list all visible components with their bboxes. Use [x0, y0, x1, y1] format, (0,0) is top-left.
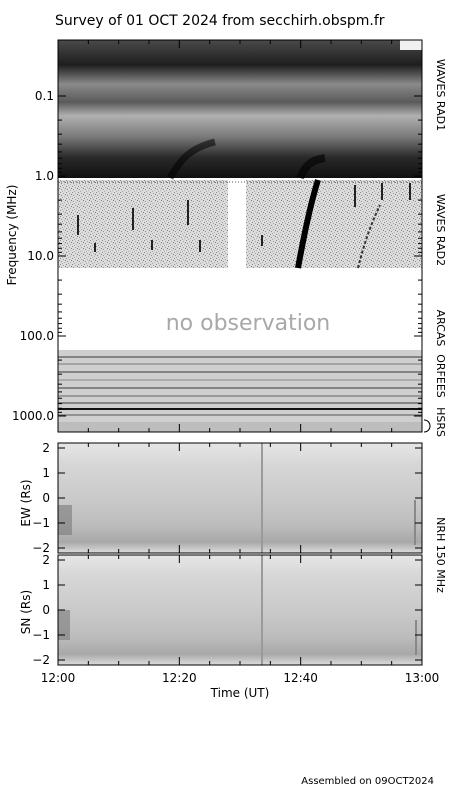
time-tick-label: 12:40	[283, 671, 318, 685]
spectrogram-panel: no observation 0.1 1.0 10.0 100.0 1000.0 Fre…	[5, 39, 447, 437]
instrument-label: WAVES RAD1	[434, 59, 447, 131]
hsrs-band	[58, 422, 422, 432]
nrh-tick-label: −1	[32, 516, 50, 530]
instrument-label: ARCAS	[434, 310, 447, 347]
time-tick-label: 12:20	[162, 671, 197, 685]
nrh-sn-dark-edge	[58, 610, 70, 640]
time-axis-tick-labels: 12:00 12:20 12:40 13:00	[41, 671, 440, 685]
freq-tick-label: 10.0	[27, 249, 54, 263]
rad2-type3-burst	[295, 179, 321, 269]
nrh-sn-x-ticks	[57, 555, 423, 665]
nrh-tick-label: 0	[42, 603, 50, 617]
rad1-top-bright	[400, 40, 422, 50]
freq-tick-label: 1000.0	[12, 409, 54, 423]
time-axis-title: Time (UT)	[210, 686, 270, 700]
nrh-ew-map	[58, 443, 422, 553]
nrh-instrument-label: NRH 150 MHz	[434, 517, 447, 593]
instrument-label: HSRS	[434, 407, 447, 437]
instrument-label: WAVES RAD2	[434, 194, 447, 266]
nrh-tick-label: −2	[32, 541, 50, 555]
nrh-tick-label: 2	[42, 553, 50, 567]
orfees-stripes	[58, 356, 422, 416]
nrh-tick-label: −1	[32, 628, 50, 642]
instrument-labels: WAVES RAD1 WAVES RAD2 ARCAS ORFEES HSRS	[434, 59, 447, 437]
spectrogram-x-ticks	[57, 40, 423, 432]
rad2-burst-marks	[77, 183, 411, 252]
nrh-tick-label: 2	[42, 441, 50, 455]
rad1-burst-2	[296, 154, 326, 180]
ew-axis-title: EW (Rs)	[19, 479, 33, 526]
time-tick-label: 13:00	[405, 671, 440, 685]
rad2-band-b	[246, 180, 422, 268]
figure-title: Survey of 01 OCT 2024 from secchirh.obsp…	[55, 13, 385, 29]
freq-tick-label: 100.0	[20, 329, 54, 343]
nrh-sn-map	[58, 555, 422, 665]
rad2-band-a	[58, 180, 228, 268]
instrument-label: ORFEES	[434, 354, 447, 398]
freq-tick-label: 1.0	[35, 169, 54, 183]
no-observation-label: no observation	[166, 311, 331, 336]
freq-tick-label: 0.1	[35, 89, 54, 103]
frequency-axis-title: Frequency (MHz)	[5, 185, 19, 286]
hsrs-bracket	[423, 419, 431, 433]
nrh-ew-x-ticks	[57, 443, 423, 553]
sn-axis-title: SN (Rs)	[19, 590, 33, 634]
nrh-tick-label: 1	[42, 578, 50, 592]
nrh-sn-panel: 2 1 0 −1 −2 SN (Rs)	[19, 553, 423, 667]
nrh-sn-y-ticks: 2 1 0 −1 −2	[32, 553, 422, 667]
nrh-tick-label: 1	[42, 466, 50, 480]
nrh-tick-label: −2	[32, 653, 50, 667]
time-tick-label: 12:00	[41, 671, 76, 685]
assembled-footer: Assembled on 09OCT2024	[301, 776, 434, 787]
orfees-band	[58, 350, 422, 422]
spectrogram-y-ticks: 0.1 1.0 10.0 100.0 1000.0	[12, 89, 422, 423]
nrh-tick-label: 0	[42, 491, 50, 505]
nrh-ew-panel: 2 1 0 −1 −2 EW (Rs)	[19, 441, 423, 555]
rad2-drift-burst	[357, 204, 381, 269]
nrh-ew-y-ticks: 2 1 0 −1 −2	[32, 441, 422, 555]
rad1-burst	[166, 138, 216, 180]
rad1-band	[58, 40, 422, 178]
nrh-ew-dark-edge	[58, 505, 72, 535]
